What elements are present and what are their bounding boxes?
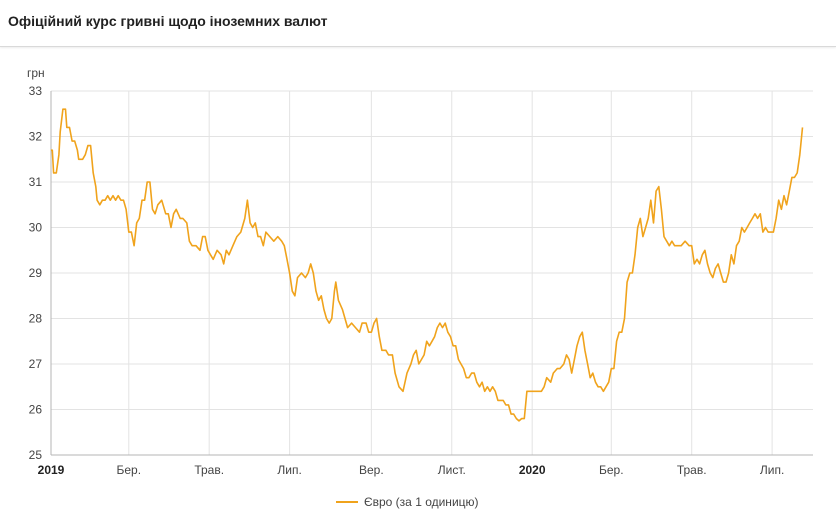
x-tick-label: Вер. xyxy=(359,463,384,477)
legend-swatch xyxy=(336,501,358,503)
y-tick-label: 32 xyxy=(29,130,43,144)
y-tick-label: 31 xyxy=(29,175,43,189)
chart-title: Офіційний курс гривні щодо іноземних вал… xyxy=(8,13,328,29)
chart-header: Офіційний курс гривні щодо іноземних вал… xyxy=(0,0,836,47)
y-unit-label: грн xyxy=(27,66,45,80)
legend[interactable]: Євро (за 1 одиницю) xyxy=(336,494,479,510)
grid-lines xyxy=(51,90,813,455)
axes xyxy=(50,91,813,456)
series-layer xyxy=(51,108,804,422)
y-tick-label: 28 xyxy=(29,312,43,326)
y-tick-label: 27 xyxy=(29,357,43,371)
legend-label: Євро (за 1 одиницю) xyxy=(364,495,479,509)
y-tick-label: 30 xyxy=(29,221,43,235)
y-tick-label: 29 xyxy=(29,266,43,280)
x-tick-label: Лип. xyxy=(277,463,301,477)
y-tick-label: 26 xyxy=(29,403,43,417)
y-tick-label: 33 xyxy=(29,84,43,98)
x-tick-label: Трав. xyxy=(194,463,224,477)
x-tick-label: 2019 xyxy=(38,463,65,477)
tick-labels: грн 25 26 27 28 29 30 31 32 33 2019 Бер. Трав. Лип. Ве… xyxy=(27,66,784,477)
series-line-euro[interactable] xyxy=(51,108,804,422)
x-tick-label: Лист. xyxy=(438,463,466,477)
x-tick-label: Бер. xyxy=(117,463,142,477)
x-tick-label: Лип. xyxy=(760,463,784,477)
x-tick-label: Трав. xyxy=(677,463,707,477)
y-tick-label: 25 xyxy=(29,448,43,462)
x-tick-label: 2020 xyxy=(519,463,546,477)
x-tick-label: Бер. xyxy=(599,463,624,477)
